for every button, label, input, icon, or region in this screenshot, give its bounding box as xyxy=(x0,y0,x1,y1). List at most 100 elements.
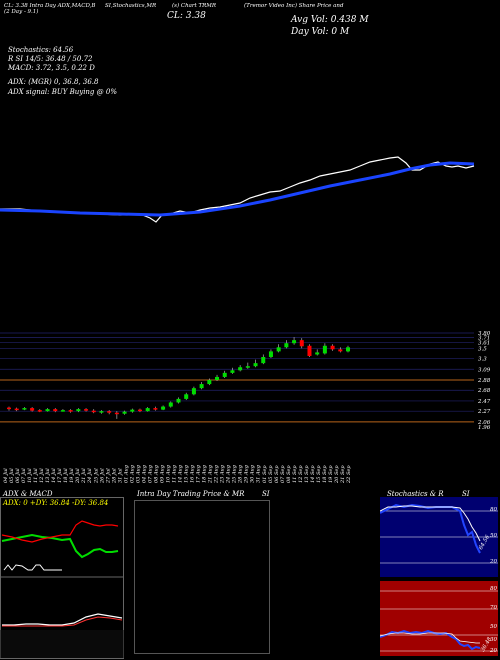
date-tick-label: 08 Aug xyxy=(153,465,159,483)
day-volume: Day Vol: 0 M xyxy=(291,27,350,37)
candle-body xyxy=(346,347,350,352)
adx-panel xyxy=(0,497,124,659)
date-tick-label: 28 Jul xyxy=(111,468,117,484)
rsi-readout: R SI 14/5: 36.48 / 50.72 xyxy=(8,55,93,63)
candle-body xyxy=(68,410,73,412)
date-tick-label: 21 Aug xyxy=(208,465,214,484)
date-tick-label: 25 Aug xyxy=(232,465,238,484)
price-tick-label: 1.96 xyxy=(478,425,491,431)
date-axis-labels: 04 Jul 05 Jul 06 Jul 07 Jul 10 Jul 11 Jul 12 J… xyxy=(3,465,352,484)
date-tick-label: 27 Jul xyxy=(105,468,111,484)
header-line1-left: CL: 3.38 Intra Day ADX,MACD,B xyxy=(4,3,96,9)
candle-body xyxy=(137,409,142,412)
price-tick-label: 3.3 xyxy=(478,357,487,363)
date-tick-label: 07 Aug xyxy=(147,465,153,483)
date-tick-label: 24 Aug xyxy=(226,465,232,484)
intraday-panel-title: Intra Day Trading Price & MR xyxy=(137,490,245,498)
date-tick-label: 11 Sep xyxy=(292,465,298,483)
date-tick-label: 30 Aug xyxy=(250,465,256,483)
candle-body xyxy=(14,408,19,411)
moving-average-layer xyxy=(0,156,475,223)
date-tick-label: 22 Aug xyxy=(214,465,220,484)
candle-body xyxy=(30,408,35,411)
candle-body xyxy=(322,345,327,354)
candle-body xyxy=(245,366,250,368)
date-tick-label: 24 Jul xyxy=(87,468,93,484)
date-tick-label: 06 Jul xyxy=(15,468,21,483)
candle-body xyxy=(253,363,258,367)
candle-body xyxy=(292,340,297,344)
rsi-level-80: 80 xyxy=(490,586,497,592)
ema-line xyxy=(0,161,475,217)
date-tick-label: 04 Aug xyxy=(141,465,147,483)
stoch-level-50: 50 xyxy=(490,533,497,539)
stochastics-panel-si: SI xyxy=(462,490,470,498)
date-tick-label: 17 Aug xyxy=(196,465,202,483)
candle-body xyxy=(122,411,127,414)
header-close-price: CL: 3.38 xyxy=(167,11,206,21)
date-tick-label: 08 Sep xyxy=(286,465,292,483)
stoch-level-80: 80 xyxy=(490,507,497,513)
date-tick-label: 15 Aug xyxy=(184,465,190,483)
candle-body xyxy=(7,407,11,410)
candle-body xyxy=(22,408,27,410)
price-tick-label: 2.88 xyxy=(477,378,491,384)
date-tick-label: 04 Jul xyxy=(3,468,9,483)
date-tick-label: 28 Aug xyxy=(238,465,244,484)
candle-body xyxy=(53,409,58,412)
candle-body xyxy=(215,376,220,380)
date-tick-label: 12 Sep xyxy=(298,465,304,483)
date-tick-label: 12 Jul xyxy=(39,468,45,483)
adx-line xyxy=(3,564,62,571)
date-tick-label: 01 Aug xyxy=(123,465,129,483)
adx-panel-values: ADX: 0 +DY: 36.84 -DY: 36.84 xyxy=(3,499,109,507)
candle-body xyxy=(230,370,235,373)
candle-body xyxy=(153,408,158,410)
avg-volume: Avg Vol: 0.438 M xyxy=(291,15,369,25)
candle-body xyxy=(330,345,335,350)
date-tick-label: 01 Sep xyxy=(262,465,268,483)
candle-body xyxy=(268,351,273,358)
date-tick-label: 15 Sep xyxy=(316,465,322,483)
candle-body xyxy=(91,410,96,413)
date-tick-label: 14 Jul xyxy=(51,468,57,483)
date-tick-label: 21 Sep xyxy=(340,465,346,484)
date-tick-label: 09 Aug xyxy=(159,465,165,483)
header-line1-symbol: (s) Chart TRMR xyxy=(172,3,217,9)
candle-body xyxy=(284,343,289,348)
candle-body xyxy=(338,349,343,352)
candle-body xyxy=(315,352,320,355)
macd-line xyxy=(2,613,123,626)
candle-body xyxy=(184,394,189,399)
rsi-level-70: 70 xyxy=(490,605,497,611)
date-tick-label: 17 Jul xyxy=(57,468,63,483)
date-tick-label: 02 Aug xyxy=(129,465,135,483)
candle-body xyxy=(114,412,119,415)
candle-body xyxy=(45,409,50,412)
date-tick-label: 10 Jul xyxy=(27,468,33,483)
adx-plus-line xyxy=(1,533,119,559)
price-tick-label: 2.68 xyxy=(477,388,491,394)
date-tick-label: 20 Jul xyxy=(75,468,81,484)
date-tick-label: 18 Jul xyxy=(63,468,69,483)
candle-body xyxy=(84,409,89,411)
price-axis-labels: 3.803.713.613.5 3.3 3.09 2.88 2.68 2.47 2.27 2.… xyxy=(477,331,491,431)
header-line2-left: (2 Day - 9.1) xyxy=(4,9,39,15)
date-tick-label: 21 Jul xyxy=(81,468,87,484)
stoch-level-20: 20 xyxy=(490,559,497,565)
date-tick-label: 19 Jul xyxy=(69,468,75,483)
date-tick-label: 13 Sep xyxy=(304,465,310,483)
main-price-chart: 3.803.713.613.5 3.3 3.09 2.88 2.68 2.47 2.27 2.… xyxy=(0,156,491,484)
macd-readout: MACD: 3.72, 3.5, 0.22 D xyxy=(8,64,95,72)
stochastic-d-line xyxy=(380,505,481,542)
price-tick-label: 3.09 xyxy=(478,367,491,373)
date-tick-label: 11 Aug xyxy=(171,465,177,483)
candle-body xyxy=(207,380,212,385)
date-tick-label: 05 Sep xyxy=(268,465,274,483)
date-tick-label: 31 Aug xyxy=(256,465,262,483)
date-tick-label: 06 Sep xyxy=(274,465,280,483)
date-tick-label: 13 Jul xyxy=(45,468,51,483)
candle-body xyxy=(130,409,135,412)
stochastics-readout: Stochastics: 64.56 xyxy=(8,46,74,54)
stochastics-panel-title: Stochastics & R xyxy=(387,490,444,498)
